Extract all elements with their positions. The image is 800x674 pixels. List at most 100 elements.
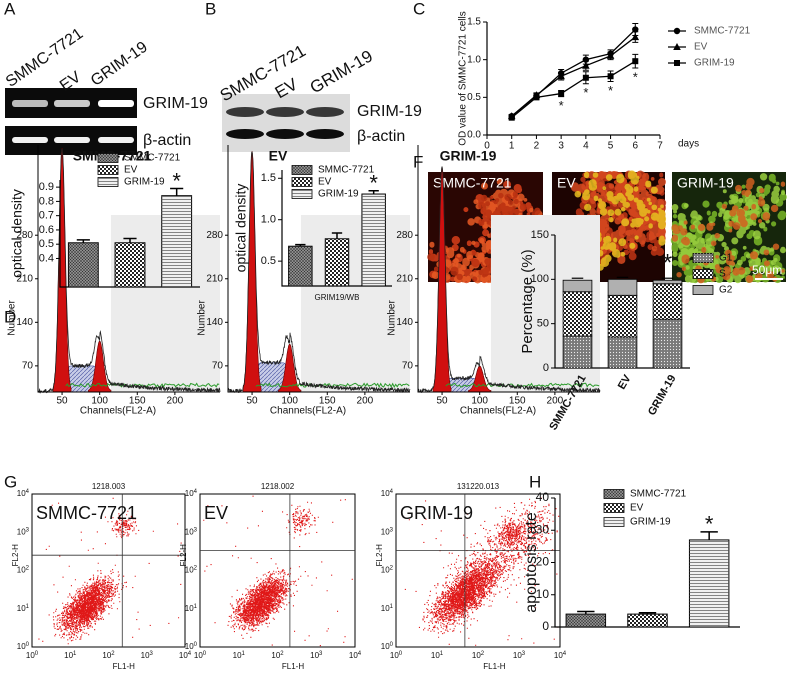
panel-label: H [529,472,541,491]
x-tick-label: 2 [534,141,540,152]
x-tick-label: 103 [141,651,154,661]
tick-exponent: 3 [26,527,30,533]
legend-swatch-pattern [292,165,312,175]
legend-label: SMMC-7721 [318,165,375,176]
axis-label: Number [7,300,18,336]
plot-count: 1218.003 [92,482,126,491]
y-tick-label: 104 [17,489,30,499]
x-tick-label: 150 [129,396,146,407]
bar-segment-pattern [653,283,682,320]
panel-label: C [413,0,425,18]
marker [533,94,540,101]
tick-exponent: 3 [390,527,394,533]
blot-band [306,129,344,139]
tick-base: 10 [431,651,440,660]
tick-exponent: 1 [390,603,394,609]
legend-swatch-pattern [98,177,118,187]
image-label: SMMC-7721 [433,175,512,191]
x-tick-label: 150 [319,396,336,407]
bar-pattern [361,194,386,286]
error-bar [295,243,306,247]
marker [632,58,639,65]
tick-exponent: 0 [399,651,403,657]
y-tick-label: 140 [206,317,223,328]
x-axis-label: GRIM19/WB [315,293,360,302]
y-tick-label: 10 [536,587,550,601]
y-tick-label: 100 [531,273,549,285]
tick-base: 10 [381,566,390,575]
scatter-points [404,497,560,646]
plot-title: GRIM-19 [400,503,473,523]
cell-blobs [671,177,786,284]
y-tick-label: 150 [531,229,549,241]
bar-segment-pattern [608,295,637,337]
tick-exponent: 4 [188,651,192,657]
bar-segment [652,279,683,285]
blot-band [226,129,264,139]
y-tick-label: 0.5 [39,238,54,250]
marker [582,74,589,81]
histogram-g2-peak [468,365,492,393]
axis-line [37,145,220,393]
scatter-frame [31,493,186,648]
axis-label: FL2-H [375,544,384,566]
y-tick-label: 70 [402,361,414,372]
gel-band [98,137,134,143]
bar-segment [607,278,638,296]
bar-segment-pattern [653,319,682,368]
tick-base: 10 [179,651,188,660]
y-tick-label: 104 [185,489,198,499]
tick-exponent: 0 [35,651,39,657]
scatter-points [38,497,182,645]
legend-swatch-pattern [98,153,118,163]
marker [557,72,565,80]
tick-base: 10 [194,651,203,660]
tick-exponent: 2 [194,565,198,571]
legend-label: GRIM-19 [694,58,735,69]
error-bar [170,187,184,196]
y-tick-label: 101 [185,603,198,613]
gel-band [54,100,90,107]
cell-blobs [429,178,543,284]
y-tick-label: 210 [396,273,413,284]
y-tick-label: 0.6 [39,224,54,236]
y-tick-label: 102 [381,565,394,575]
lane-label: GRIM-19 [307,46,376,97]
annotation: * [663,250,672,277]
x-tick-label: 100 [471,396,488,407]
plot-title: SMMC-7721 [36,503,137,523]
error-bar [638,612,657,615]
tick-base: 10 [185,566,194,575]
bar-segment [562,279,593,293]
y-tick-label: 102 [185,565,198,575]
histogram-trace [227,151,411,393]
y-tick-label: 0.7 [39,210,54,222]
y-axis-label: OD value of SMMC-7721 cells [458,11,469,146]
tick-exponent: 1 [440,651,444,657]
histogram-fit [65,382,220,388]
tick-exponent: 0 [26,642,30,648]
y-tick-label: 0.5 [261,255,276,267]
legend-label: EV [694,42,708,53]
y-tick-label: 0.9 [39,181,54,193]
scale-bar-label: 50μm [752,263,782,277]
y-tick-label: 103 [185,527,198,537]
legend-label: S [719,269,726,280]
error-bar [331,232,343,239]
scatter-frame [199,493,356,648]
row-label: GRIM-19 [143,95,208,112]
tick-exponent: 4 [390,489,394,495]
plot-title: EV [204,503,228,523]
x-tick-label: 102 [472,651,485,661]
blot-band [306,107,344,117]
tick-base: 10 [513,651,522,660]
x-tick-label: 200 [547,396,564,407]
tick-exponent: 2 [26,565,30,571]
gel-band [12,100,48,107]
y-tick-label: 103 [381,527,394,537]
legend-swatch-pattern [604,503,624,513]
tick-base: 10 [17,642,26,651]
